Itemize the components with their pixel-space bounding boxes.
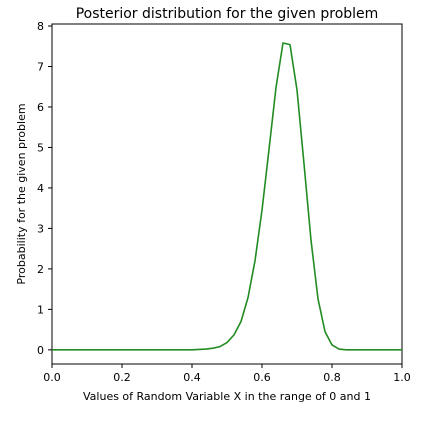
x-tick-label: 0.0 — [43, 371, 61, 384]
y-tick-label: 1 — [37, 303, 44, 316]
y-tick-label: 3 — [37, 222, 44, 235]
chart-title: Posterior distribution for the given pro… — [76, 6, 379, 22]
x-tick-label: 0.4 — [183, 371, 201, 384]
x-tick-label: 0.2 — [113, 371, 131, 384]
x-axis-label: Values of Random Variable X in the range… — [83, 390, 371, 403]
y-axis-label: Probability for the given problem — [15, 103, 28, 284]
x-tick-label: 0.8 — [323, 371, 341, 384]
y-tick-label: 6 — [37, 101, 44, 114]
x-tick-label: 0.6 — [253, 371, 271, 384]
x-axis: 0.0 0.2 0.4 0.6 0.8 1.0 — [43, 364, 411, 384]
y-tick-label: 5 — [37, 141, 44, 154]
y-tick-label: 0 — [37, 344, 44, 357]
y-tick-label: 2 — [37, 263, 44, 276]
y-axis: 0 1 2 3 4 5 6 7 8 — [37, 20, 52, 357]
posterior-density-line — [52, 42, 402, 351]
y-tick-label: 4 — [37, 182, 44, 195]
y-tick-label: 8 — [37, 20, 44, 33]
x-tick-label: 1.0 — [393, 371, 411, 384]
y-tick-label: 7 — [37, 61, 44, 74]
plot-area — [51, 23, 403, 365]
